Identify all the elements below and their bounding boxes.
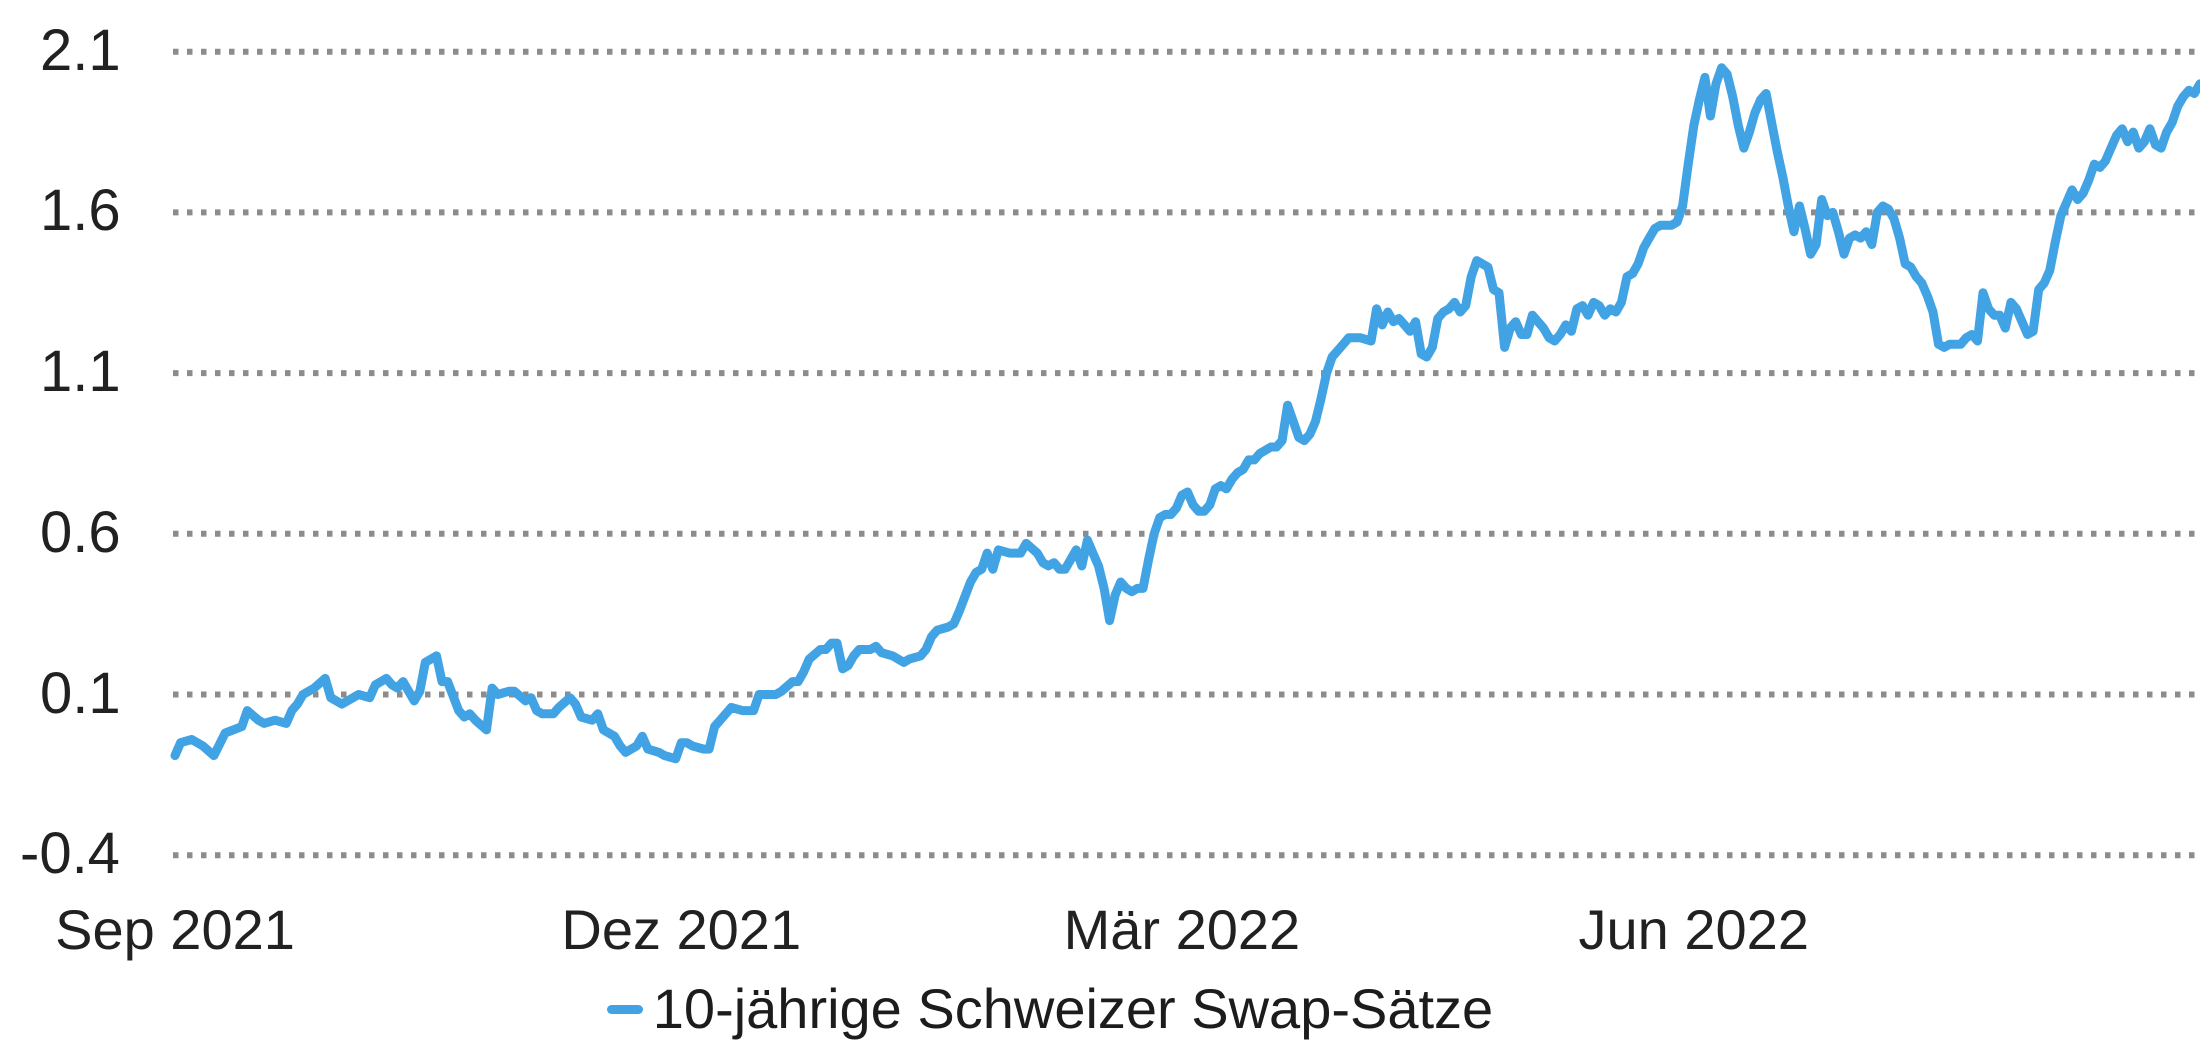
y-axis-tick-label: 1.1 (40, 339, 121, 405)
x-axis-tick-label: Jun 2022 (1578, 898, 1809, 961)
legend: 10-jährige Schweizer Swap-Sätze (0, 978, 2100, 1040)
y-axis-tick-label: 2.1 (40, 17, 121, 83)
gridlines (173, 48, 2200, 859)
legend-line-marker-icon (606, 1004, 643, 1014)
x-axis-tick-label: Dez 2021 (561, 898, 802, 961)
legend-series-label: 10-jährige Schweizer Swap-Sätze (652, 977, 1494, 1040)
y-axis-tick-label: 0.1 (40, 660, 121, 726)
x-axis-tick-label: Sep 2021 (55, 898, 295, 961)
y-axis-tick-label: 0.6 (40, 499, 121, 565)
series-lines (170, 63, 2200, 764)
y-axis-tick-label: -0.4 (20, 821, 120, 887)
x-axis-tick-label: Mär 2022 (1063, 898, 1301, 961)
y-axis-tick-label: 1.6 (40, 178, 121, 244)
swap-rate-line (170, 63, 2200, 764)
